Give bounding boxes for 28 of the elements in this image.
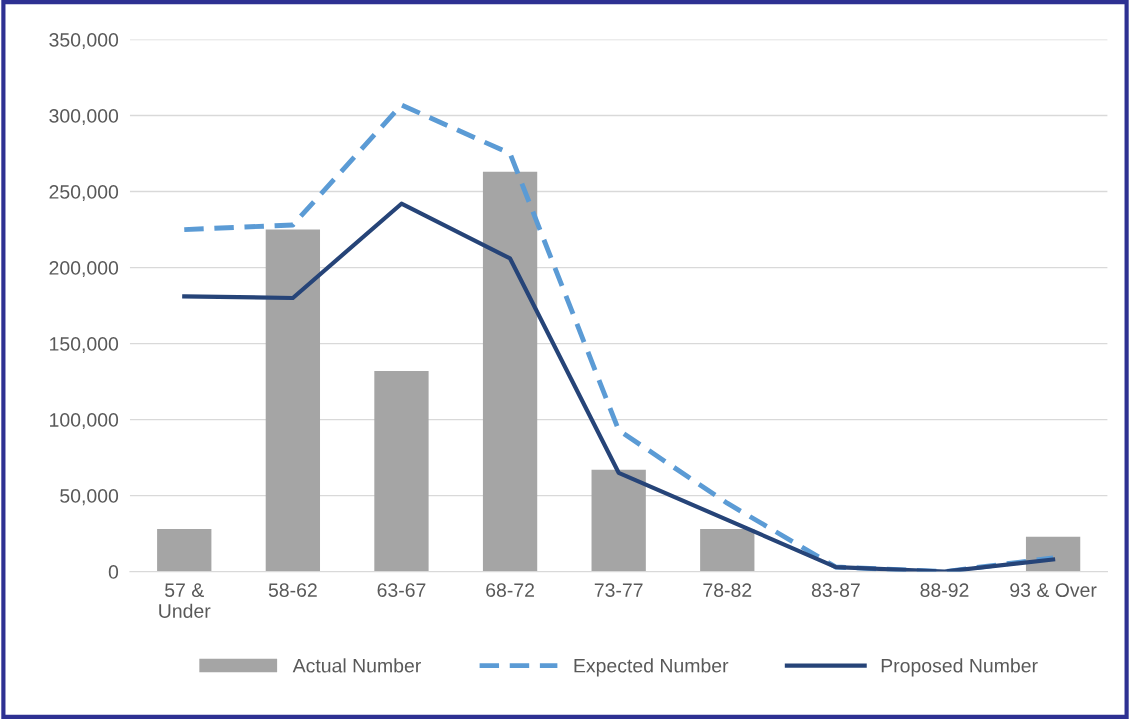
y-tick-label: 250,000: [49, 185, 119, 202]
x-tick-label: 63-67: [377, 583, 426, 597]
x-tick-label: 58-62: [268, 583, 317, 597]
y-tick-label: 200,000: [49, 261, 119, 278]
y-tick-label: 150,000: [50, 337, 119, 354]
y-tick-label: 50,000: [60, 489, 119, 506]
x-tick-label: 73-77: [594, 583, 643, 597]
bar: [482, 171, 538, 572]
line-series: [182, 201, 1056, 572]
x-tick-label: 88-92: [920, 583, 969, 597]
y-tick-label: 300,000: [49, 109, 119, 126]
bar: [374, 370, 429, 572]
bar: [157, 529, 212, 572]
x-tick-label: 78-82: [703, 583, 752, 597]
x-tick-label: 68-72: [486, 583, 534, 597]
bar: [700, 529, 755, 572]
y-tick-label: 100,000: [50, 413, 119, 430]
x-tick-label: 57 & Under: [159, 583, 211, 618]
x-tick-label: 93 & Over: [1010, 583, 1097, 597]
x-tick-label: 83-87: [811, 583, 860, 597]
bar: [265, 229, 321, 572]
y-tick-label: 350,000: [49, 33, 119, 50]
line-series: [181, 102, 1056, 572]
bar: [591, 469, 646, 572]
y-tick-label: 0: [108, 565, 119, 579]
legend-label: Proposed Number: [881, 658, 1038, 677]
legend-label: Expected Number: [574, 658, 729, 677]
legend-label: Actual Number: [292, 658, 421, 673]
